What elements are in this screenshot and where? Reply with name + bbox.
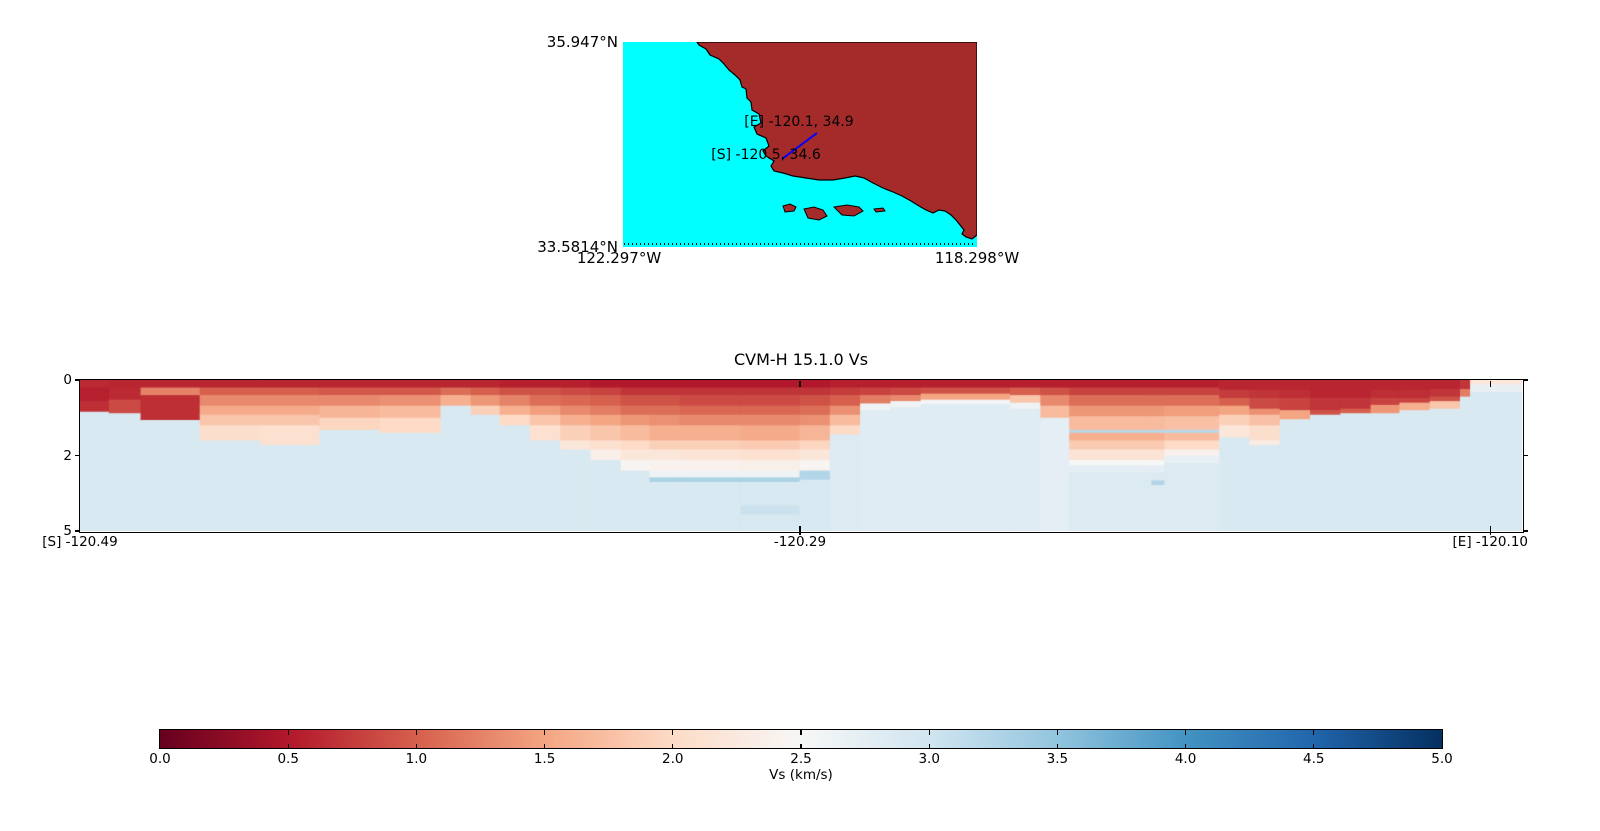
map-lat-bottom-label: 33.5814°N [537,238,618,256]
colorbar-tick [800,743,802,748]
colorbar-tick-label: 0.5 [277,751,299,767]
y-tick [1522,530,1528,532]
land-polygon [696,42,977,240]
colorbar-tick-label: 3.0 [918,751,940,767]
x-tick [799,381,801,387]
x-tick [799,526,801,535]
colorbar-tick-label: 2.0 [662,751,684,767]
colorbar-axis-label: Vs (km/s) [769,767,833,783]
colorbar-tick [800,730,802,735]
x-tick-label: [S] -120.49 [42,534,118,550]
plot-title: CVM-H 15.1.0 Vs [733,350,869,369]
x-tick [1489,526,1492,535]
annotation-e-label: [E] -120.1, 34.9 [744,114,853,130]
colorbar-tick [672,743,674,748]
colorbar-tick-label: 4.0 [1174,751,1197,767]
y-tick [74,379,80,381]
colorbar-tick [544,730,546,735]
colorbar-tick [287,730,289,735]
y-tick [74,454,80,457]
annotation-s-label: [S] -120.5, 34.6 [711,147,821,163]
y-tick [74,530,80,532]
x-tick [1489,381,1492,387]
x-tick-label: -120.29 [773,534,827,550]
colorbar-tick-label: 1.5 [533,751,556,767]
map-lon-right-label: 118.298°W [934,249,1020,267]
island [782,203,797,213]
colorbar-canvas [160,730,1442,748]
y-tick-label: 2 [63,447,72,464]
colorbar-tick [544,743,546,748]
colorbar-tick [1313,730,1315,735]
colorbar-tick [415,743,417,748]
y-tick-label: 0 [63,372,72,388]
colorbar-tick [928,743,930,748]
colorbar-tick [1185,730,1187,735]
colorbar-tick-label: 3.5 [1046,751,1069,767]
map-lon-left-label: 122.297°W [576,249,662,267]
y-tick-label: 5 [63,523,72,539]
y-tick [1522,379,1528,381]
colorbar-tick [415,730,417,735]
colorbar-tick-label: 2.5 [790,751,812,767]
map-svg: [E] -120.1, 34.9 [S] -120.5, 34.6 [623,42,977,247]
island [873,207,886,213]
map-inset: [E] -120.1, 34.9 [S] -120.5, 34.6 [623,42,977,247]
y-tick [1522,454,1528,457]
colorbar-tick [1313,743,1315,748]
colorbar-tick [1056,743,1058,748]
colorbar-tick-label: 5.0 [1431,751,1453,767]
colorbar-tick-label: 0.0 [149,751,171,767]
colorbar-tick-label: 4.5 [1303,751,1325,767]
map-lat-top-label: 35.947°N [546,33,618,51]
colorbar-tick [928,730,930,735]
colorbar-tick [1056,730,1058,735]
cross-section-canvas [80,380,1522,531]
colorbar-tick-label: 1.0 [405,751,428,767]
map-bottom-microticks [624,243,976,245]
cross-section-line [781,132,818,160]
island [832,204,864,217]
colorbar-tick [287,743,289,748]
x-tick-label: [E] -120.10 [1452,534,1528,550]
colorbar-tick [1185,743,1187,748]
island [803,206,828,221]
colorbar-tick [672,730,674,735]
